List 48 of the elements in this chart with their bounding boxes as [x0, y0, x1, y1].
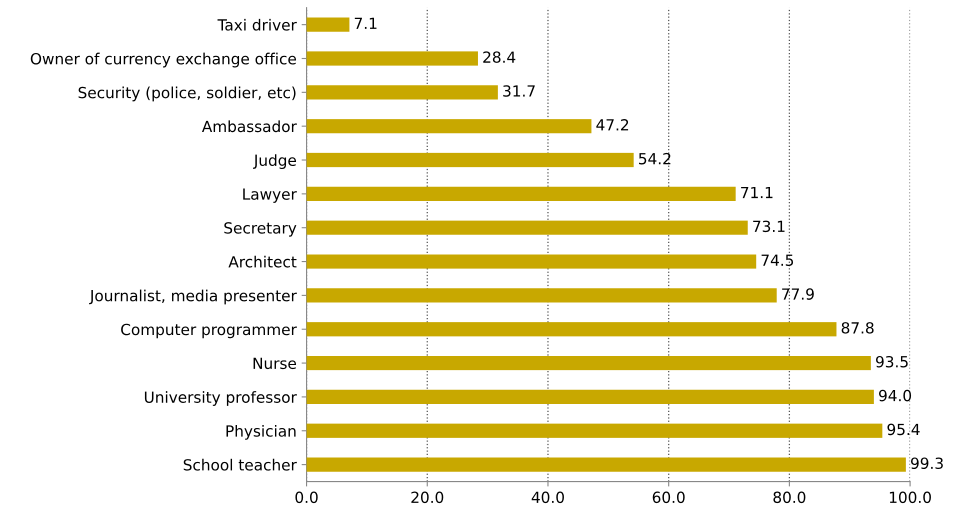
y-tick-label: Security (police, soldier, etc) [78, 86, 296, 102]
x-tick-label: 20.0 [411, 492, 444, 504]
bar [306, 457, 906, 472]
bar [306, 85, 498, 100]
bar [306, 356, 871, 370]
data-label: 73.1 [753, 220, 785, 232]
x-tick-label: 0.0 [295, 492, 318, 504]
bar [306, 220, 748, 235]
bar [306, 390, 874, 404]
y-tick-label: Judge [253, 154, 296, 169]
bar [306, 288, 777, 302]
y-tick-label: Taxi driver [218, 18, 297, 31]
y-tick-label: Physician [226, 424, 296, 440]
bar [306, 119, 592, 134]
y-tick-label: Secretary [224, 222, 296, 237]
y-tick-label: Nurse [254, 358, 296, 370]
bar [306, 186, 736, 201]
y-tick-label: Lawyer [243, 188, 297, 203]
bar [306, 152, 634, 168]
x-tick-label: 100.0 [890, 492, 931, 504]
data-label: 54.2 [639, 152, 670, 164]
y-tick-label: University professor [144, 391, 297, 406]
data-label: 99.3 [911, 457, 943, 470]
bar [306, 51, 478, 66]
y-tick-label: Owner of currency exchange office [30, 52, 296, 68]
bar [306, 18, 350, 32]
data-label: 77.9 [782, 288, 814, 300]
data-label: 93.5 [876, 356, 908, 368]
y-tick-label: Computer programmer [121, 324, 297, 338]
data-label: 87.8 [842, 322, 874, 334]
data-label: 71.1 [741, 186, 772, 198]
data-label: 94.0 [879, 390, 912, 402]
bar [306, 424, 882, 438]
data-label: 74.5 [762, 254, 794, 266]
bar [306, 322, 836, 336]
x-tick-label: 60.0 [652, 492, 685, 504]
x-tick-label: 80.0 [773, 492, 806, 504]
data-label: 95.4 [887, 424, 920, 436]
y-tick-label: Ambassador [202, 120, 297, 132]
data-label: 28.4 [483, 51, 516, 63]
data-label: 47.2 [596, 119, 628, 130]
x-tick-label: 40.0 [532, 492, 564, 504]
data-label: 7.1 [354, 18, 376, 29]
bar [306, 254, 756, 269]
y-tick-label: School teacher [184, 458, 297, 471]
y-tick-label: Architect [228, 256, 296, 268]
y-tick-label: Journalist, media presenter [89, 290, 297, 304]
data-label: 31.7 [503, 85, 535, 97]
